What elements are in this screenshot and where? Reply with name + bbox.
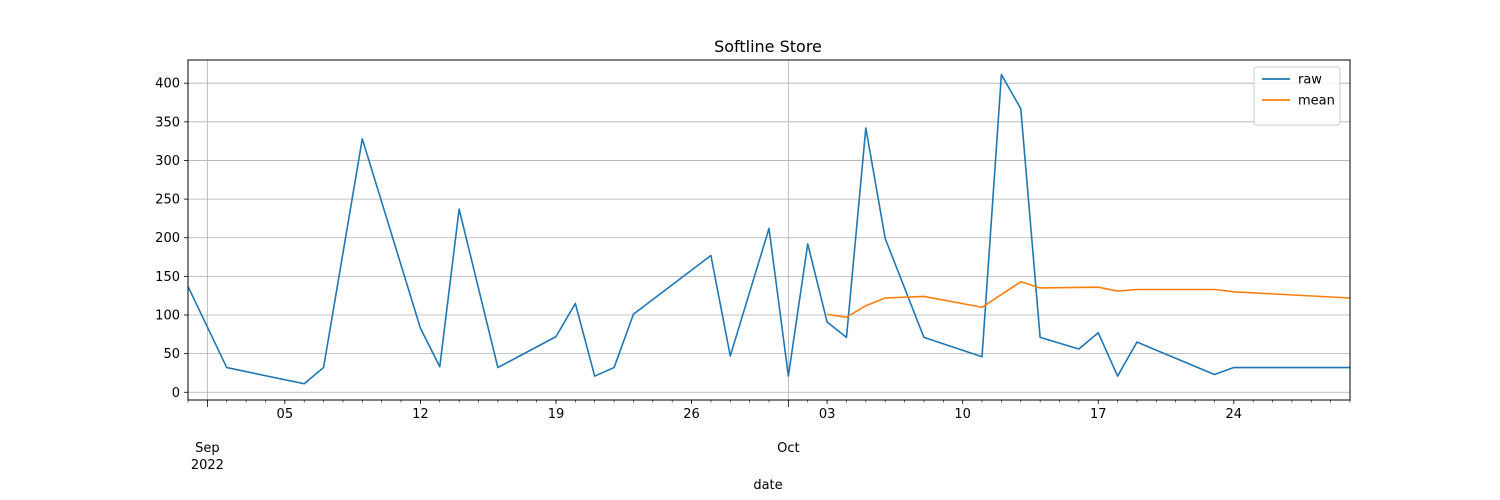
- x-axis-label: date: [753, 478, 782, 493]
- y-tick-label: 50: [163, 347, 180, 362]
- x-tick-label: 17: [1090, 407, 1107, 422]
- series-line-mean: [826, 280, 1351, 319]
- y-tick-label: 100: [155, 309, 180, 324]
- legend-label-raw: raw: [1298, 73, 1322, 88]
- chart-title: Softline Store: [714, 37, 822, 56]
- x-year-label: 2022: [191, 458, 224, 473]
- y-tick-label: 400: [155, 77, 180, 92]
- series-lines: [187, 73, 1351, 385]
- x-tick-label: 12: [412, 407, 429, 422]
- legend-box: [1253, 66, 1341, 126]
- y-tick-label: 150: [155, 270, 180, 285]
- grid-lines: [188, 60, 1350, 400]
- x-tick-label: 19: [548, 407, 565, 422]
- x-month-label: Sep: [195, 441, 220, 456]
- x-month-label: Oct: [777, 441, 799, 456]
- x-tick-label: 03: [819, 407, 836, 422]
- y-tick-label: 200: [155, 231, 180, 246]
- x-tick-label: 10: [954, 407, 971, 422]
- x-tick-label: 26: [683, 407, 700, 422]
- y-tick-label: 350: [155, 115, 180, 130]
- y-tick-label: 250: [155, 193, 180, 208]
- y-tick-label: 300: [155, 154, 180, 169]
- x-tick-label: 24: [1226, 407, 1243, 422]
- x-tick-label: 05: [277, 407, 294, 422]
- legend-label-mean: mean: [1298, 94, 1335, 109]
- y-tick-label: 0: [172, 386, 180, 401]
- axis-ticks: 0 50 100 150 200 250 300 350 400 05 12 19 26 03 10 17 24…: [155, 77, 1351, 473]
- legend: raw mean: [1253, 66, 1341, 126]
- series-line-raw: [187, 73, 1350, 385]
